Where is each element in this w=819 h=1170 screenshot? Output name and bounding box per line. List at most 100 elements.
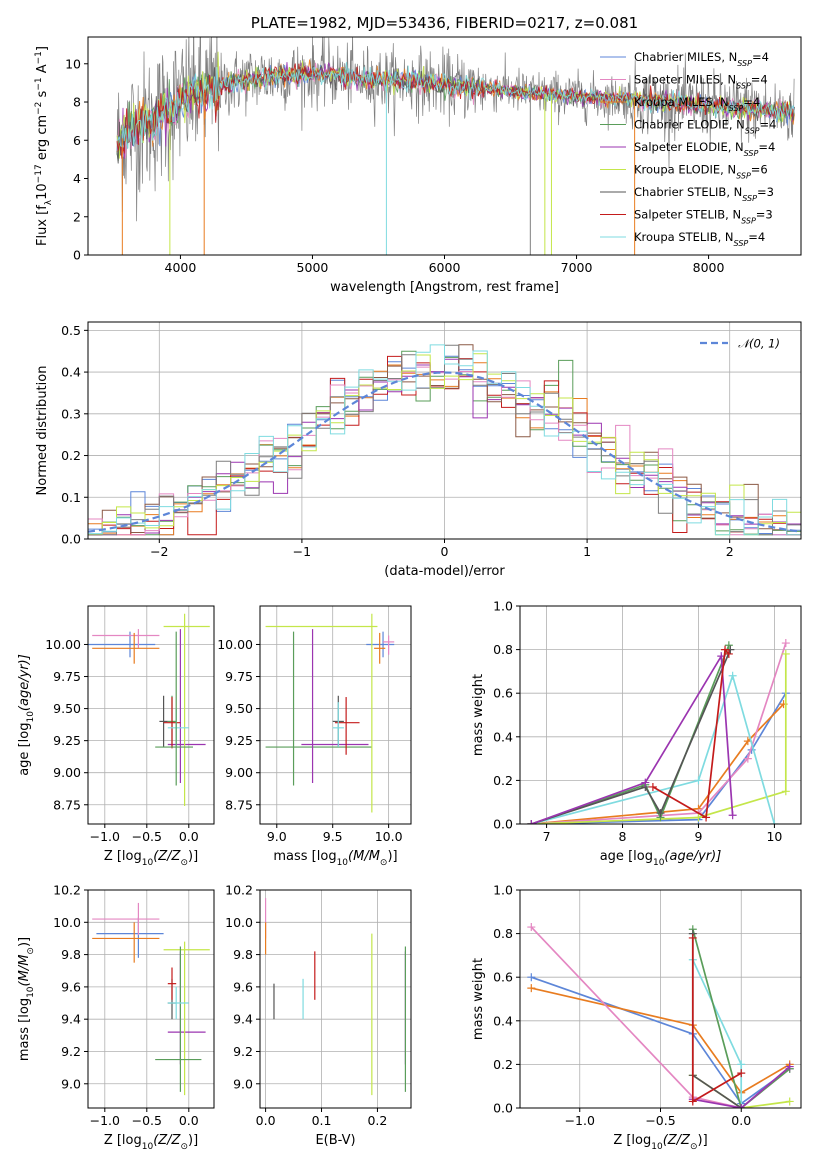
legend-label: Kroupa MILES, NSSP=4 <box>634 95 760 113</box>
x-axis-label: mass [log10(M/M⊙)] <box>273 849 397 868</box>
y-tick-label: 8 <box>73 95 81 110</box>
error-bar-point <box>163 613 210 807</box>
y-tick-label: 0.0 <box>493 817 513 832</box>
y-tick-label: 0.1 <box>61 490 81 505</box>
residual-panel: −2 −1 0 1 2 0.0 0.1 0.2 0.3 0.4 0.5 (data-model)/er… <box>35 321 802 579</box>
spectrum-lines <box>116 37 795 255</box>
y-axis-label: mass weight <box>471 674 486 756</box>
weight-marker <box>648 782 657 791</box>
y-tick-label: 0.6 <box>493 686 513 701</box>
weight-marker <box>721 645 730 654</box>
y-tick-label: 0.0 <box>61 532 81 547</box>
y-tick-label: 9.75 <box>225 669 253 684</box>
x-tick-label: 10 <box>766 829 782 844</box>
x-tick-label: −0.5 <box>645 1113 675 1128</box>
x-tick-label: 7 <box>543 829 551 844</box>
x-tick-label: 5000 <box>297 260 329 275</box>
x-tick-label: 0 <box>441 544 449 559</box>
x-tick-label: −1.0 <box>565 1113 595 1128</box>
y-tick-label: 10.00 <box>217 637 253 652</box>
x-axis-label: Z [log10(Z/Z⊙)] <box>104 849 198 868</box>
weight-lines <box>527 639 790 824</box>
x-tick-label: 0.0 <box>731 1113 751 1128</box>
y-tick-label: 10.00 <box>45 637 81 652</box>
y-tick-label: 6 <box>73 133 81 148</box>
y-axis-label: mass [log10(M/M⊙)] <box>17 937 36 1061</box>
weight-marker <box>737 1069 746 1078</box>
error-bar-point <box>92 922 160 963</box>
plot-frame <box>259 605 412 825</box>
x-tick-label: 2 <box>726 544 734 559</box>
weight-marker <box>728 671 737 680</box>
error-bars <box>92 902 210 1096</box>
y-tick-label: 1.0 <box>493 599 513 614</box>
y-tick-label: 9.50 <box>53 701 81 716</box>
y-tick-label: 1.0 <box>493 883 513 898</box>
weight-marker <box>785 1062 794 1071</box>
weight-marker <box>694 813 703 822</box>
y-tick-label: 9.25 <box>53 733 81 748</box>
y-tick-label: 0.4 <box>61 365 81 380</box>
weight-marker <box>737 1060 746 1069</box>
y-tick-label: 9.8 <box>61 947 81 962</box>
error-bar-point <box>159 695 168 748</box>
y-axis-label: Normed distribution <box>35 366 50 496</box>
mass_vs_Z-panel: −1.0 −0.5 0.0 9.0 9.2 9.4 9.6 9.8 10.0 10.2 Z [log… <box>17 883 215 1152</box>
error-bar-point <box>155 946 202 1092</box>
y-tick-label: 0.8 <box>493 642 513 657</box>
plot-frame <box>87 321 802 540</box>
error-bar-point <box>265 631 372 786</box>
error-bar-point <box>92 632 160 664</box>
x-axis-label: wavelength [Angstrom, rest frame] <box>330 280 559 295</box>
legend-label: Salpeter ELODIE, NSSP=4 <box>634 140 775 158</box>
error-bar-point <box>167 708 189 748</box>
age_vs_mass-panel: 9.0 9.5 10.0 8.75 9.00 9.25 9.50 9.75 10.00 mass … <box>217 605 412 868</box>
model-spectrum <box>117 62 795 150</box>
y-tick-label: 9.2 <box>61 1044 81 1059</box>
error-bars <box>264 898 407 1096</box>
y-tick-label: 0.4 <box>493 1013 513 1028</box>
error-bar-point <box>265 613 378 813</box>
residual-histogram <box>88 344 801 536</box>
x-tick-label: 0.0 <box>179 1113 199 1128</box>
normal-curve <box>88 371 801 533</box>
y-tick-label: 0.2 <box>493 773 513 788</box>
legend-label: Kroupa STELIB, NSSP=4 <box>634 230 765 248</box>
residual-histogram <box>88 344 801 536</box>
x-axis-label: E(B-V) <box>315 1133 355 1148</box>
y-tick-label: 9.2 <box>233 1044 253 1059</box>
x-tick-label: 0.2 <box>367 1113 387 1128</box>
x-tick-label: 0.0 <box>179 829 199 844</box>
y-tick-label: 10.0 <box>53 915 81 930</box>
error-bar-point <box>92 629 160 649</box>
weight-marker <box>694 776 703 785</box>
y-tick-label: 9.0 <box>61 1076 81 1091</box>
weight-lines <box>527 923 794 1108</box>
plot-frame <box>87 605 215 825</box>
legend-label: Chabrier ELODIE, NSSP=4 <box>634 118 776 136</box>
weight-marker <box>785 1097 794 1106</box>
weight-marker <box>743 754 752 763</box>
y-tick-label: 0.6 <box>493 970 513 985</box>
error-bar-point <box>334 697 360 755</box>
plot-frame <box>519 605 802 825</box>
y-tick-label: 8.75 <box>225 797 253 812</box>
weight-line <box>692 1065 791 1108</box>
x-axis-label: (data-model)/error <box>384 564 505 579</box>
weights_vs_age-panel: 7 8 9 10 0.0 0.2 0.4 0.6 0.8 1.0 age [log10(age/yr… <box>471 599 802 868</box>
error-bar-point <box>92 902 160 936</box>
weight-line <box>531 653 734 824</box>
weight-marker <box>527 923 536 932</box>
y-tick-label: 9.4 <box>233 1012 253 1027</box>
weight-line <box>531 987 791 1094</box>
legend-label: Chabrier STELIB, NSSP=3 <box>634 185 774 203</box>
mass_vs_ebv-panel: 0.0 0.1 0.2 9.0 9.2 9.4 9.6 9.8 10.0 10.2 E(B-V) <box>225 883 412 1148</box>
weight-marker <box>770 820 779 824</box>
y-tick-label: 2 <box>73 209 81 224</box>
weights_vs_Z-panel: −1.0 −0.5 0.0 0.0 0.2 0.4 0.6 0.8 1.0 Z [log10(Z/… <box>471 883 802 1152</box>
age_vs_Z-panel: −1.0 −0.5 0.0 8.75 9.00 9.25 9.50 9.75 10.00 Z [l… <box>17 605 215 868</box>
weight-marker <box>702 813 711 822</box>
error-bar-point <box>155 631 193 786</box>
weight-line <box>531 649 732 824</box>
error-bars <box>265 613 395 813</box>
